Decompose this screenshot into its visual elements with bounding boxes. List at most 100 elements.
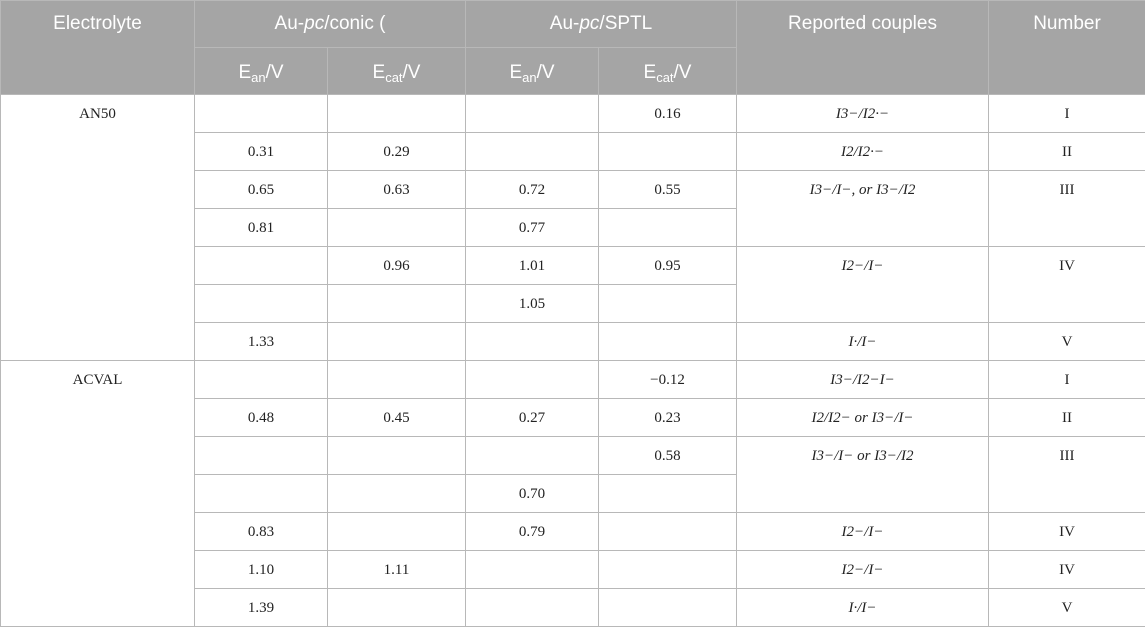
- e-an-conic-cell: 1.10: [194, 550, 328, 589]
- e-cat-sptl-cell: 0.16: [598, 94, 737, 133]
- table-row: 1.10 1.11 I2−/I− IV: [1, 550, 1145, 589]
- e-an-conic-cell: [194, 360, 328, 399]
- e-an-conic-cell: [194, 284, 328, 323]
- reported-couple-cell: I3−/I− or I3−/I2: [736, 436, 989, 513]
- header-e-an-conic: Ean/V: [194, 47, 328, 95]
- header-number: Number: [988, 0, 1145, 95]
- e-cat-conic-cell: [327, 208, 466, 247]
- e-an-conic-cell: 0.81: [194, 208, 328, 247]
- number-cell: III: [988, 436, 1145, 513]
- e-cat-conic-cell: [327, 512, 466, 551]
- e-cat-conic-cell: [327, 588, 466, 627]
- reported-couple-cell: I2−/I−: [736, 246, 989, 323]
- e-an-sptl-cell: 1.05: [465, 284, 599, 323]
- e-cat-sptl-cell: 0.55: [598, 170, 737, 209]
- e-an-conic-cell: [194, 436, 328, 475]
- number-cell: I: [988, 94, 1145, 133]
- e-an-conic-cell: 1.33: [194, 322, 328, 361]
- reported-couple-cell: I·/I−: [736, 588, 989, 627]
- e-an-conic-cell: 0.31: [194, 132, 328, 171]
- number-cell: V: [988, 322, 1145, 361]
- e-cat-conic-cell: 1.11: [327, 550, 466, 589]
- reported-couple-cell: I3−/I2·−: [736, 94, 989, 133]
- e-an-sptl-cell: 0.72: [465, 170, 599, 209]
- e-cat-sptl-cell: 0.23: [598, 398, 737, 437]
- reported-couple-cell: I3−/I−, or I3−/I2: [736, 170, 989, 247]
- table-row: AN50 0.16 I3−/I2·− I: [0, 94, 1145, 361]
- e-cat-conic-cell: 0.29: [327, 132, 466, 171]
- e-an-conic-cell: 0.83: [194, 512, 328, 551]
- e-an-conic-cell: [194, 474, 328, 513]
- reported-couple-cell: I3−/I2−I−: [736, 360, 989, 399]
- header-reported-couples: Reported couples: [736, 0, 989, 95]
- number-cell: II: [988, 132, 1145, 171]
- e-cat-sptl-cell: [598, 208, 737, 247]
- number-cell: III: [988, 170, 1145, 247]
- e-cat-sptl-cell: 0.95: [598, 246, 737, 285]
- header-e-an-sptl: Ean/V: [465, 47, 599, 95]
- e-an-sptl-cell: 0.27: [465, 398, 599, 437]
- e-an-sptl-cell: 0.70: [465, 474, 599, 513]
- e-cat-sptl-cell: 0.58: [598, 436, 737, 475]
- table-row: 0.81 0.77: [1, 208, 1145, 247]
- e-cat-conic-cell: [327, 284, 466, 323]
- e-an-sptl-cell: [465, 322, 599, 361]
- e-an-sptl-cell: [465, 588, 599, 627]
- header-e-cat-conic: Ecat/V: [327, 47, 466, 95]
- e-cat-sptl-cell: [598, 512, 737, 551]
- reported-couple-cell: I·/I−: [736, 322, 989, 361]
- e-cat-sptl-cell: [598, 474, 737, 513]
- number-cell: V: [988, 588, 1145, 627]
- e-cat-conic-cell: 0.63: [327, 170, 466, 209]
- e-an-sptl-cell: 0.79: [465, 512, 599, 551]
- table-row: 0.58 I3−/I− or I3−/I2 III: [1, 436, 1145, 513]
- e-an-sptl-cell: 0.77: [465, 208, 599, 247]
- e-an-sptl-cell: [465, 550, 599, 589]
- e-cat-conic-cell: [327, 322, 466, 361]
- e-cat-conic-cell: [327, 436, 466, 475]
- table-body: AN50 0.16 I3−/I2·− I 0.31 0.29 I2/I2·− II 0.65 0.…: [0, 94, 1145, 627]
- number-cell: I: [988, 360, 1145, 399]
- e-cat-conic-cell: [327, 474, 466, 513]
- e-cat-conic-cell: 0.96: [327, 246, 466, 285]
- table-row: 1.39 I·/I− V: [1, 588, 1145, 627]
- e-cat-sptl-cell: [598, 588, 737, 627]
- electrolyte-cell: AN50: [0, 94, 195, 361]
- e-an-conic-cell: 1.39: [194, 588, 328, 627]
- electrolyte-cell: ACVAL: [0, 360, 195, 627]
- e-cat-conic-cell: 0.45: [327, 398, 466, 437]
- table-row: 0.96 1.01 0.95 I2−/I− IV: [1, 246, 1145, 323]
- e-an-sptl-cell: 1.01: [465, 246, 599, 285]
- reported-couple-cell: I2/I2·−: [736, 132, 989, 171]
- e-cat-conic-cell: [327, 94, 466, 133]
- e-cat-conic-cell: [327, 360, 466, 399]
- reported-couple-cell: I2/I2− or I3−/I−: [736, 398, 989, 437]
- e-an-sptl-cell: [465, 94, 599, 133]
- number-cell: IV: [988, 550, 1145, 589]
- e-cat-sptl-cell: −0.12: [598, 360, 737, 399]
- e-cat-sptl-cell: [598, 132, 737, 171]
- reported-couple-cell: I2−/I−: [736, 550, 989, 589]
- reported-couple-cell: I2−/I−: [736, 512, 989, 551]
- e-cat-sptl-cell: [598, 322, 737, 361]
- e-an-sptl-cell: [465, 132, 599, 171]
- e-cat-sptl-cell: [598, 550, 737, 589]
- table-row: 0.65 0.63 0.72 0.55 I3−/I−, or I3−/I2 III: [1, 170, 1145, 247]
- header-e-cat-sptl: Ecat/V: [598, 47, 737, 95]
- e-an-sptl-cell: [465, 436, 599, 475]
- header-electrolyte: Electrolyte: [0, 0, 195, 95]
- table-row: ACVAL −0.12 I3−/I2−I− I: [0, 360, 1145, 627]
- e-an-conic-cell: [194, 94, 328, 133]
- table-row: 0.31 0.29 I2/I2·− II: [1, 132, 1145, 171]
- header-group-sptl: Au-pc/SPTL: [465, 0, 737, 48]
- number-cell: IV: [988, 246, 1145, 323]
- e-cat-sptl-cell: [598, 284, 737, 323]
- header-group-conic: Au-pc/conic (: [194, 0, 466, 48]
- number-cell: IV: [988, 512, 1145, 551]
- table-header: Electrolyte Au-pc/conic ( Au-pc/SPTL Rep…: [0, 0, 1145, 95]
- e-an-conic-cell: [194, 246, 328, 285]
- e-an-sptl-cell: [465, 360, 599, 399]
- e-an-conic-cell: 0.48: [194, 398, 328, 437]
- e-an-conic-cell: 0.65: [194, 170, 328, 209]
